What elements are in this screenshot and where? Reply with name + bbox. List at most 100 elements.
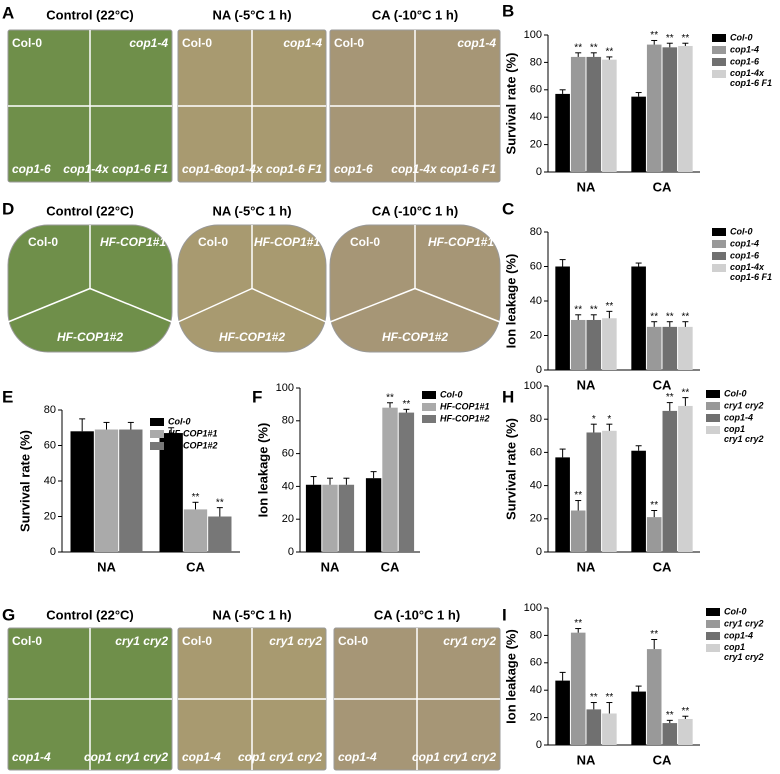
- x-tick-label: CA: [186, 559, 205, 574]
- significance: **: [681, 311, 689, 322]
- y-tick-label: 60: [282, 448, 294, 460]
- significance: **: [666, 311, 674, 322]
- panel-letter: F: [252, 387, 262, 406]
- legend-label: HF-COP1#1: [440, 401, 490, 411]
- y-tick-label: 40: [44, 475, 56, 487]
- bar: [662, 410, 678, 552]
- significance: **: [650, 629, 658, 640]
- significance: **: [681, 387, 689, 398]
- x-tick-label: CA: [653, 752, 672, 767]
- photo-label: cry1 cry2: [269, 634, 322, 648]
- error-bar: [590, 702, 597, 710]
- significance: **: [216, 497, 224, 508]
- error-bar: [606, 702, 613, 714]
- legend-line: cop1-6 F1: [730, 78, 772, 88]
- error-bar: [651, 510, 658, 518]
- error-bar: [666, 719, 673, 724]
- y-tick-label: 20: [530, 329, 542, 341]
- error-bar: [310, 476, 317, 485]
- bar: [662, 326, 678, 370]
- bar: [365, 478, 382, 552]
- bar: [678, 326, 693, 370]
- error-bar: [590, 314, 597, 320]
- bar: [586, 56, 602, 172]
- y-tick-label: 0: [536, 364, 542, 376]
- y-tick-label: 40: [530, 111, 542, 123]
- y-tick-label: 100: [524, 602, 542, 614]
- y-tick-label: 80: [530, 413, 542, 425]
- bar: [646, 517, 662, 552]
- significance: **: [590, 692, 598, 703]
- y-tick-label: 40: [530, 480, 542, 492]
- photo-title: CA (-10°C 1 h): [372, 203, 458, 218]
- y-tick-label: 0: [536, 546, 542, 558]
- bar: [631, 266, 646, 370]
- y-tick-label: 80: [530, 226, 542, 238]
- photo-label: Col-0: [28, 235, 58, 249]
- significance: **: [574, 490, 582, 501]
- legend-swatch: [712, 252, 726, 260]
- legend-swatch: [422, 391, 436, 399]
- error-bar: [575, 500, 582, 511]
- legend-swatch: [150, 418, 164, 426]
- photo-divider: [177, 287, 253, 323]
- error-bar: [327, 477, 333, 485]
- panel-letter: A: [2, 3, 14, 22]
- error-bar: [575, 628, 582, 633]
- legend-swatch: [712, 46, 726, 54]
- photo-label: Col-0: [338, 634, 368, 648]
- bar: [602, 59, 617, 172]
- photo-label: Col-0: [12, 634, 42, 648]
- error-bar: [651, 39, 658, 45]
- x-tick-label: NA: [577, 752, 596, 767]
- legend-label: cry1 cry2: [724, 400, 764, 410]
- photo-title: CA (-10°C 1 h): [374, 607, 460, 622]
- error-bar: [682, 715, 689, 719]
- bar: [555, 680, 570, 745]
- legend-label: cop1-4: [730, 44, 759, 54]
- photo-label: cop1-4: [457, 36, 496, 50]
- error-bar: [651, 639, 658, 650]
- y-tick-label: 60: [530, 446, 542, 458]
- photo-title: Control (22°C): [46, 7, 134, 22]
- photo-divider: [251, 287, 327, 323]
- legend-label: Col-0: [724, 606, 747, 616]
- bar: [646, 44, 662, 173]
- bar: [338, 484, 355, 552]
- significance: *: [592, 414, 596, 425]
- error-bar: [590, 52, 597, 57]
- legend-label: HF-COP1#1: [168, 428, 218, 438]
- significance: **: [590, 304, 598, 315]
- legend-swatch: [150, 442, 164, 450]
- legend-label: cry1 cry2: [724, 618, 764, 628]
- y-axis-label: Survival rate (%): [17, 430, 32, 532]
- significance: **: [574, 618, 582, 629]
- photo-title: NA (-5°C 1 h): [212, 203, 291, 218]
- legend-line: cop1: [724, 424, 748, 434]
- legend-line: cry1 cry2: [724, 652, 764, 662]
- significance: **: [403, 399, 411, 410]
- bar: [678, 45, 693, 172]
- error-bar: [403, 408, 410, 413]
- error-bar: [168, 427, 175, 434]
- y-tick-label: 60: [530, 84, 542, 96]
- error-bar: [682, 321, 689, 327]
- photo-label: cop1-6: [182, 162, 221, 176]
- x-tick-label: NA: [577, 559, 596, 574]
- panel-letter: H: [502, 387, 514, 406]
- legend-swatch: [706, 414, 720, 422]
- bar: [678, 405, 693, 552]
- significance: **: [666, 392, 674, 403]
- photo-label: cry1 cry2: [443, 634, 496, 648]
- x-tick-label: CA: [381, 559, 400, 574]
- y-tick-label: 20: [282, 513, 294, 525]
- error-bar: [606, 56, 613, 60]
- error-bar: [559, 448, 566, 458]
- photo-divider: [329, 287, 416, 323]
- legend-label: HF-COP1#2: [440, 413, 490, 423]
- error-bar: [606, 310, 613, 319]
- bar: [570, 632, 586, 745]
- legend-label: Col-0: [730, 32, 753, 42]
- significance: **: [605, 47, 613, 58]
- bar: [646, 649, 662, 745]
